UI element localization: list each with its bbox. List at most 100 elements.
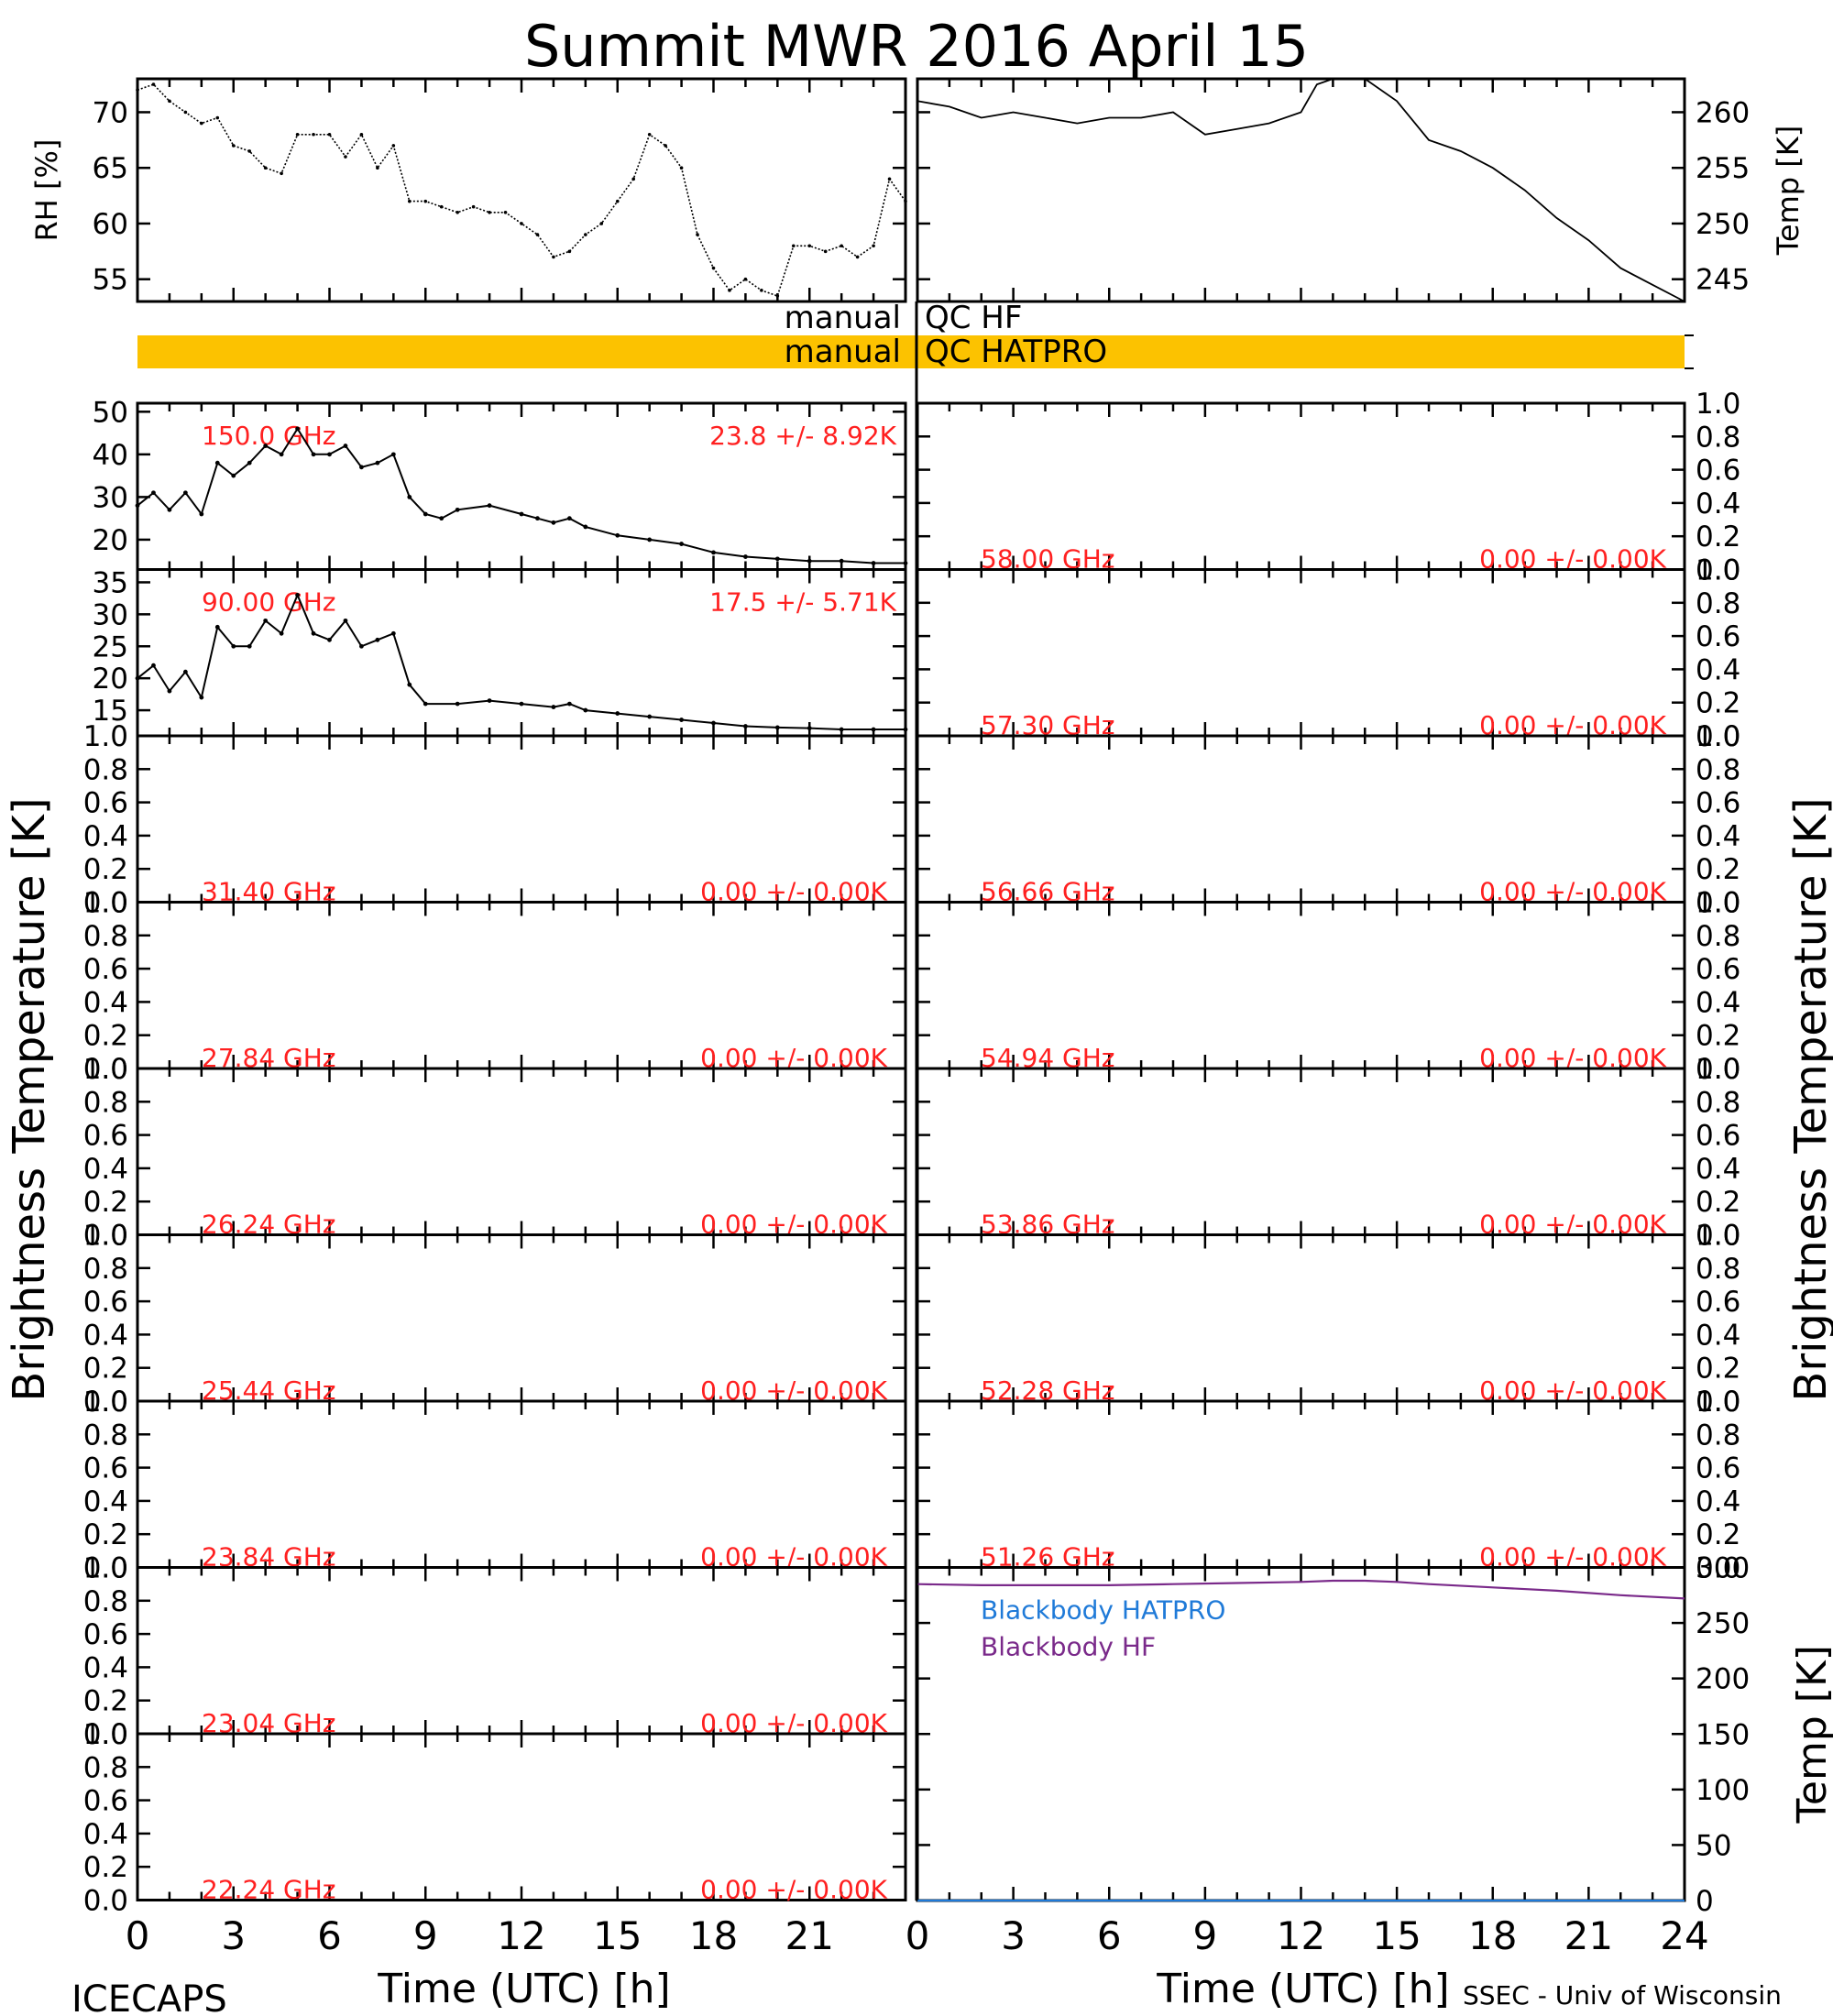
y-axis-label-right: Brightness Temperature [K]	[1785, 797, 1833, 1401]
rh-data-point	[535, 233, 540, 236]
chart-title: Summit MWR 2016 April 15	[524, 13, 1309, 80]
tb-data-point	[343, 444, 348, 448]
rh-data-point	[503, 211, 508, 214]
rh-data-point	[359, 132, 364, 137]
footer-icecaps: ICECAPS	[71, 1978, 227, 2016]
rh-data-point	[599, 222, 604, 225]
right-panel-3-ytick-label: 0.6	[1696, 787, 1740, 820]
x-tick-label-right: 9	[1193, 1913, 1218, 1958]
x-tick-label-right: 3	[1001, 1913, 1026, 1958]
tb-data-point	[551, 520, 556, 525]
x-tick-label-right: 6	[1097, 1913, 1122, 1958]
left-panel-1-ytick-label: 50	[93, 396, 128, 429]
blackbody-ylabel: Temp [K]	[1789, 1645, 1833, 1824]
right-panel-7-ytick-label: 0.0	[1696, 1552, 1740, 1585]
rh-data-point	[679, 166, 684, 170]
blackbody-panel-ytick-label: 150	[1696, 1718, 1750, 1751]
rh-data-point	[183, 110, 188, 115]
left-panel-7-ytick-label: 0.0	[83, 1552, 128, 1585]
temp-panel-ytick-label: 250	[1696, 208, 1750, 241]
y-axis-label-left: Brightness Temperature [K]	[4, 797, 55, 1401]
rh-data-point	[791, 244, 796, 248]
left-panel-6-ytick-label: 0.8	[83, 1253, 128, 1286]
tb-data-point	[903, 561, 908, 565]
left-panel-3-ytick-label: 0.4	[83, 820, 128, 853]
rh-data-point	[200, 121, 203, 126]
temp-panel-ytick-label: 260	[1696, 96, 1750, 129]
qc-hatpro-right-label: QC HATPRO	[925, 334, 1107, 370]
right-panel-6-ytick-label: 1.0	[1696, 1220, 1740, 1253]
left-panel-7-ytick-label: 0.2	[83, 1518, 128, 1551]
left-panel-7-ytick-label: 0.4	[83, 1485, 128, 1518]
rh-data-point	[840, 244, 843, 248]
blackbody-panel-ytick-label: 50	[1696, 1829, 1731, 1862]
rh-data-point	[775, 294, 780, 298]
tb-data-point	[583, 524, 588, 530]
left-panel-5-ytick-label: 0.0	[83, 1220, 128, 1253]
tb-data-point	[214, 460, 220, 466]
tb-data-point	[743, 554, 748, 559]
right-panel-3-ytick-label: 1.0	[1696, 720, 1740, 753]
rh-series-line	[137, 83, 906, 297]
tb-data-point	[487, 698, 492, 704]
left-panel-1-frequency-label: 150.0 GHz	[202, 421, 336, 451]
right-panel-5-ytick-label: 0.8	[1696, 1086, 1740, 1119]
rh-data-point	[855, 255, 860, 259]
legend-blackbody-hf: Blackbody HF	[981, 1632, 1156, 1662]
right-panel-7-ytick-label: 0.4	[1696, 1485, 1740, 1518]
rh-data-point	[823, 249, 828, 254]
left-panel-1-ytick-label: 40	[93, 439, 128, 472]
right-panel-7-ytick-label: 1.0	[1696, 1386, 1740, 1419]
tb-data-point	[711, 720, 716, 726]
left-panel-9-ytick-label: 0.6	[83, 1785, 128, 1818]
blackbody-panel-ytick-label: 200	[1696, 1663, 1750, 1696]
rh-data-point	[312, 132, 315, 137]
tb-data-point	[407, 494, 412, 499]
left-panel-8-ytick-label: 0.6	[83, 1618, 128, 1651]
left-panel-5-ytick-label: 0.8	[83, 1086, 128, 1119]
x-tick-label-left: 21	[785, 1913, 834, 1958]
left-panel-2-ytick-label: 35	[93, 566, 128, 599]
left-panel-4-ytick-label: 0.2	[83, 1020, 128, 1053]
right-panel-6-ytick-label: 0.6	[1696, 1286, 1740, 1319]
tb-data-point	[455, 701, 460, 707]
qc-hatpro-bar	[137, 335, 1685, 368]
rh-data-point	[728, 289, 731, 292]
rh-data-point	[552, 255, 555, 259]
right-panel-1-ytick-label: 0.2	[1696, 520, 1740, 553]
tb-data-point	[566, 701, 572, 707]
tb-data-point	[871, 727, 876, 732]
right-panel-6-ytick-label: 0.2	[1696, 1353, 1740, 1386]
right-panel-6-ytick-label: 0.0	[1696, 1386, 1740, 1419]
tb-data-point	[343, 618, 348, 623]
rh-data-point	[231, 144, 236, 148]
left-panel-4-ytick-label: 0.4	[83, 986, 128, 1019]
left-panel-5-ytick-label: 0.4	[83, 1153, 128, 1186]
tb-data-point	[359, 643, 364, 649]
x-tick-label-right: 21	[1564, 1913, 1613, 1958]
right-panel-4-ytick-label: 1.0	[1696, 887, 1740, 920]
rh-data-point	[391, 144, 396, 148]
right-panel-1-ytick-label: 1.0	[1696, 388, 1740, 421]
qc-hf-left-label: manual	[785, 300, 901, 336]
x-tick-label-right: 24	[1660, 1913, 1708, 1958]
right-panel-5-ytick-label: 0.4	[1696, 1153, 1740, 1186]
left-panel-3-ytick-label: 1.0	[83, 720, 128, 753]
left-panel-8-ytick-label: 1.0	[83, 1552, 128, 1585]
x-tick-label-left: 18	[689, 1913, 738, 1958]
left-panel-8-ytick-label: 0.0	[83, 1718, 128, 1751]
rh-data-point	[215, 115, 220, 120]
right-panel-7-ytick-label: 0.8	[1696, 1419, 1740, 1452]
tb-data-point	[151, 490, 156, 496]
rh-data-point	[439, 204, 444, 209]
left-panel-6-ytick-label: 1.0	[83, 1220, 128, 1253]
tb-data-point	[679, 718, 684, 722]
tb-data-point	[279, 630, 284, 636]
right-panel-6-ytick-label: 0.8	[1696, 1253, 1740, 1286]
blackbody-panel-ytick-label: 250	[1696, 1607, 1750, 1640]
rh-data-point	[247, 149, 252, 153]
rh-data-point	[631, 177, 636, 181]
right-panel-3-ytick-label: 0.0	[1696, 887, 1740, 920]
right-panel-7-ytick-label: 0.2	[1696, 1518, 1740, 1551]
